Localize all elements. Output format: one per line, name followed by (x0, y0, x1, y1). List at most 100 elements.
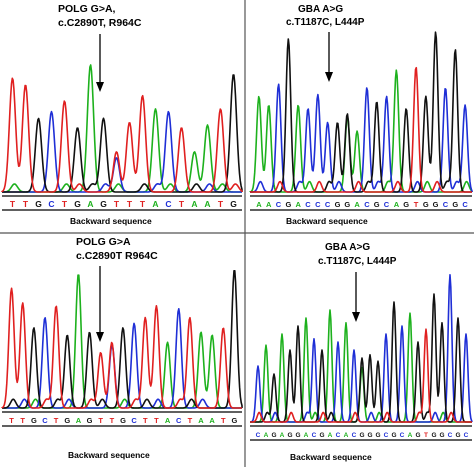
baseline-strip (2, 196, 242, 210)
base-call: A (191, 199, 197, 209)
base-call: G (374, 200, 380, 209)
peak-traces (1, 64, 243, 193)
base-call: C (176, 416, 182, 425)
base-call: C (464, 432, 469, 439)
base-call: A (165, 416, 171, 425)
trace-G (250, 293, 473, 423)
base-call: A (295, 200, 301, 209)
base-call: C (364, 200, 370, 209)
base-call: G (31, 416, 37, 425)
trace-A (1, 64, 243, 193)
base-call: G (423, 200, 429, 209)
mutation-arrow (352, 272, 360, 322)
base-call: C (131, 416, 137, 425)
base-call: C (400, 432, 405, 439)
base-call: A (394, 200, 400, 209)
base-call: C (443, 200, 449, 209)
caption-backward-sequence: Backward sequence (70, 216, 152, 226)
trace-T (250, 328, 473, 423)
base-call: G (64, 416, 70, 425)
base-call: G (295, 432, 300, 439)
base-call: G (230, 199, 237, 209)
base-call: C (462, 200, 468, 209)
mutation-label-line-2: c.T1187C, L444P (318, 256, 397, 267)
base-call: G (367, 432, 372, 439)
base-call: G (285, 200, 291, 209)
baseline-strip (250, 196, 472, 210)
base-call: G (287, 432, 292, 439)
base-call: A (354, 200, 360, 209)
caption-backward-sequence: Backward sequence (286, 216, 368, 226)
base-call: T (424, 432, 428, 439)
base-call: G (87, 416, 93, 425)
base-call: G (335, 200, 341, 209)
base-call: T (127, 199, 133, 209)
base-call: C (305, 200, 311, 209)
mutation-label-line-1: POLG G>A (76, 236, 131, 248)
base-call: T (154, 416, 159, 425)
caption-backward-sequence: Backward sequence (68, 450, 150, 460)
base-call: G (271, 432, 276, 439)
base-call: T (414, 200, 419, 209)
trace-T (1, 77, 243, 193)
base-call: C (165, 199, 171, 209)
caption-backward-sequence: Backward sequence (290, 452, 372, 462)
base-call: T (188, 416, 193, 425)
base-call: A (198, 416, 204, 425)
trace-T (249, 66, 473, 193)
base-call: A (344, 432, 349, 439)
base-call: G (319, 432, 324, 439)
base-call: C (276, 200, 282, 209)
mutation-label-line-2: c.T1187C, L444P (286, 17, 365, 28)
mutation-label-line-2: c.C2890T R964C (76, 250, 158, 262)
mutation-label-line-2: c.C2890T, R964C (58, 17, 142, 29)
base-call: G (375, 432, 380, 439)
base-call: G (74, 199, 81, 209)
base-call: A (328, 432, 333, 439)
base-call: T (143, 416, 148, 425)
base-call: C (384, 200, 390, 209)
base-call: A (264, 432, 269, 439)
base-call: A (209, 416, 215, 425)
base-call: T (23, 199, 29, 209)
baseline-strip (250, 426, 472, 440)
base-call: T (62, 199, 68, 209)
base-call: A (266, 200, 272, 209)
base-call: A (280, 432, 285, 439)
base-call: G (120, 416, 126, 425)
base-call: G (415, 432, 420, 439)
base-call: G (391, 432, 396, 439)
base-call: C (48, 199, 54, 209)
base-call: G (452, 200, 458, 209)
base-call: C (315, 200, 321, 209)
base-call: T (54, 416, 59, 425)
base-call: C (42, 416, 48, 425)
base-call: T (9, 416, 14, 425)
trace-G (249, 31, 473, 193)
base-call: A (256, 200, 262, 209)
mutation-label-line-1: GBA A>G (325, 242, 370, 253)
base-call: G (359, 432, 364, 439)
peak-traces (1, 270, 243, 409)
base-call: T (218, 199, 224, 209)
base-call: T (20, 416, 25, 425)
baseline-strip (2, 412, 242, 426)
base-call: T (140, 199, 146, 209)
base-call: G (433, 200, 439, 209)
base-call: T (221, 416, 226, 425)
base-call: A (204, 199, 210, 209)
base-call: G (231, 416, 237, 425)
base-call: T (110, 416, 115, 425)
base-call: C (352, 432, 357, 439)
base-call: G (35, 199, 42, 209)
base-call: G (403, 200, 409, 209)
base-call: A (152, 199, 158, 209)
base-call: T (179, 199, 185, 209)
